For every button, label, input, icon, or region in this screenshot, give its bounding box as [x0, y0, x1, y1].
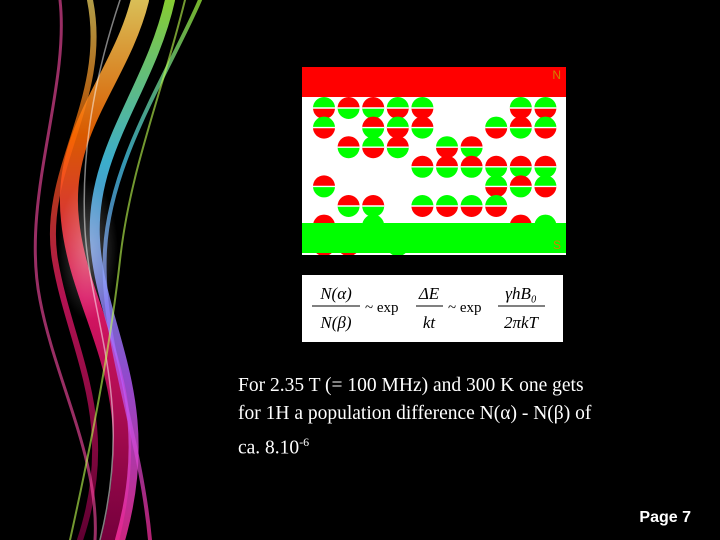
spin-dipole-aligned	[436, 136, 458, 159]
spin-dipole-aligned	[485, 175, 508, 198]
caption-line-1: For 2.35 T (= 100 MHz) and 300 K one get…	[238, 375, 584, 396]
spin-dipole-aligned	[534, 97, 557, 119]
spin-dipole-aligned	[313, 116, 335, 139]
spin-dipole-aligned	[362, 136, 385, 159]
spin-dipole-aligned	[436, 195, 458, 217]
decorative-ribbon-graphic	[33, 0, 202, 540]
caption-line-2: for 1H a population difference N(α) - N(…	[238, 403, 592, 424]
spin-dipole-opposed	[485, 155, 508, 178]
formula-lhs-numerator: N(α)	[319, 284, 352, 303]
formula-frac1-numerator: ΔE	[418, 284, 440, 303]
spin-dipole-opposed	[460, 155, 483, 178]
caption-line-3-prefix: ca. 8.10	[238, 437, 300, 459]
spin-dipole-opposed	[411, 116, 434, 139]
spin-dipole-aligned	[460, 195, 483, 217]
south-pole-bar: S	[302, 223, 566, 253]
caption-exponent: -6	[299, 435, 310, 449]
spin-dipole-opposed	[509, 116, 532, 139]
magnet-diagram: N S	[302, 67, 566, 255]
page-number: Page 7	[639, 509, 691, 526]
spin-dipole-aligned	[386, 97, 409, 119]
spin-dipole-aligned	[485, 116, 508, 139]
caption-text: For 2.35 T (= 100 MHz) and 300 K one get…	[238, 372, 688, 463]
spin-dipole-opposed	[337, 97, 360, 119]
spin-dipole-opposed	[386, 136, 409, 159]
spin-dipole-opposed	[460, 136, 483, 159]
spin-dipole-opposed	[509, 155, 532, 178]
spin-dipole-aligned	[534, 116, 557, 139]
spin-dipole-opposed	[337, 136, 360, 159]
formula-operator-2: ~ exp	[448, 300, 482, 316]
spin-dipole-opposed	[509, 175, 532, 198]
spin-dipole-aligned	[386, 116, 409, 139]
spin-dipole-aligned	[534, 175, 557, 198]
formula-frac2-denominator: 2πkT	[504, 313, 540, 332]
spin-dipole-opposed	[411, 155, 434, 178]
spin-dipole-opposed	[534, 155, 557, 178]
spin-dipole-opposed	[436, 155, 458, 178]
spin-dipole-aligned	[485, 195, 508, 217]
spin-dipole-opposed	[313, 175, 335, 198]
spin-dipole-aligned	[411, 195, 434, 217]
spin-dipole-opposed	[337, 195, 360, 217]
formula-frac1-denominator: kt	[423, 313, 437, 332]
boltzmann-formula: N(α) N(β) ~ exp ΔE kt ~ exp γhB₀ 2πkT	[302, 275, 563, 342]
south-pole-label: S	[552, 238, 561, 252]
formula-frac2-numerator: γhB₀	[505, 284, 537, 303]
north-pole-label: N	[552, 68, 561, 82]
formula-operator-1: ~ exp	[365, 300, 399, 316]
spin-dipole-opposed	[362, 97, 385, 119]
spin-dipole-opposed	[362, 195, 385, 217]
spin-dipole-aligned	[509, 97, 532, 119]
spin-dipole-aligned	[313, 97, 335, 119]
formula-lhs-denominator: N(β)	[319, 313, 351, 332]
spin-dipole-opposed	[362, 116, 385, 139]
spin-dipole-aligned	[411, 97, 434, 119]
caption-line-3: ca. 8.10-6	[238, 428, 688, 463]
north-pole-bar: N	[302, 67, 566, 97]
